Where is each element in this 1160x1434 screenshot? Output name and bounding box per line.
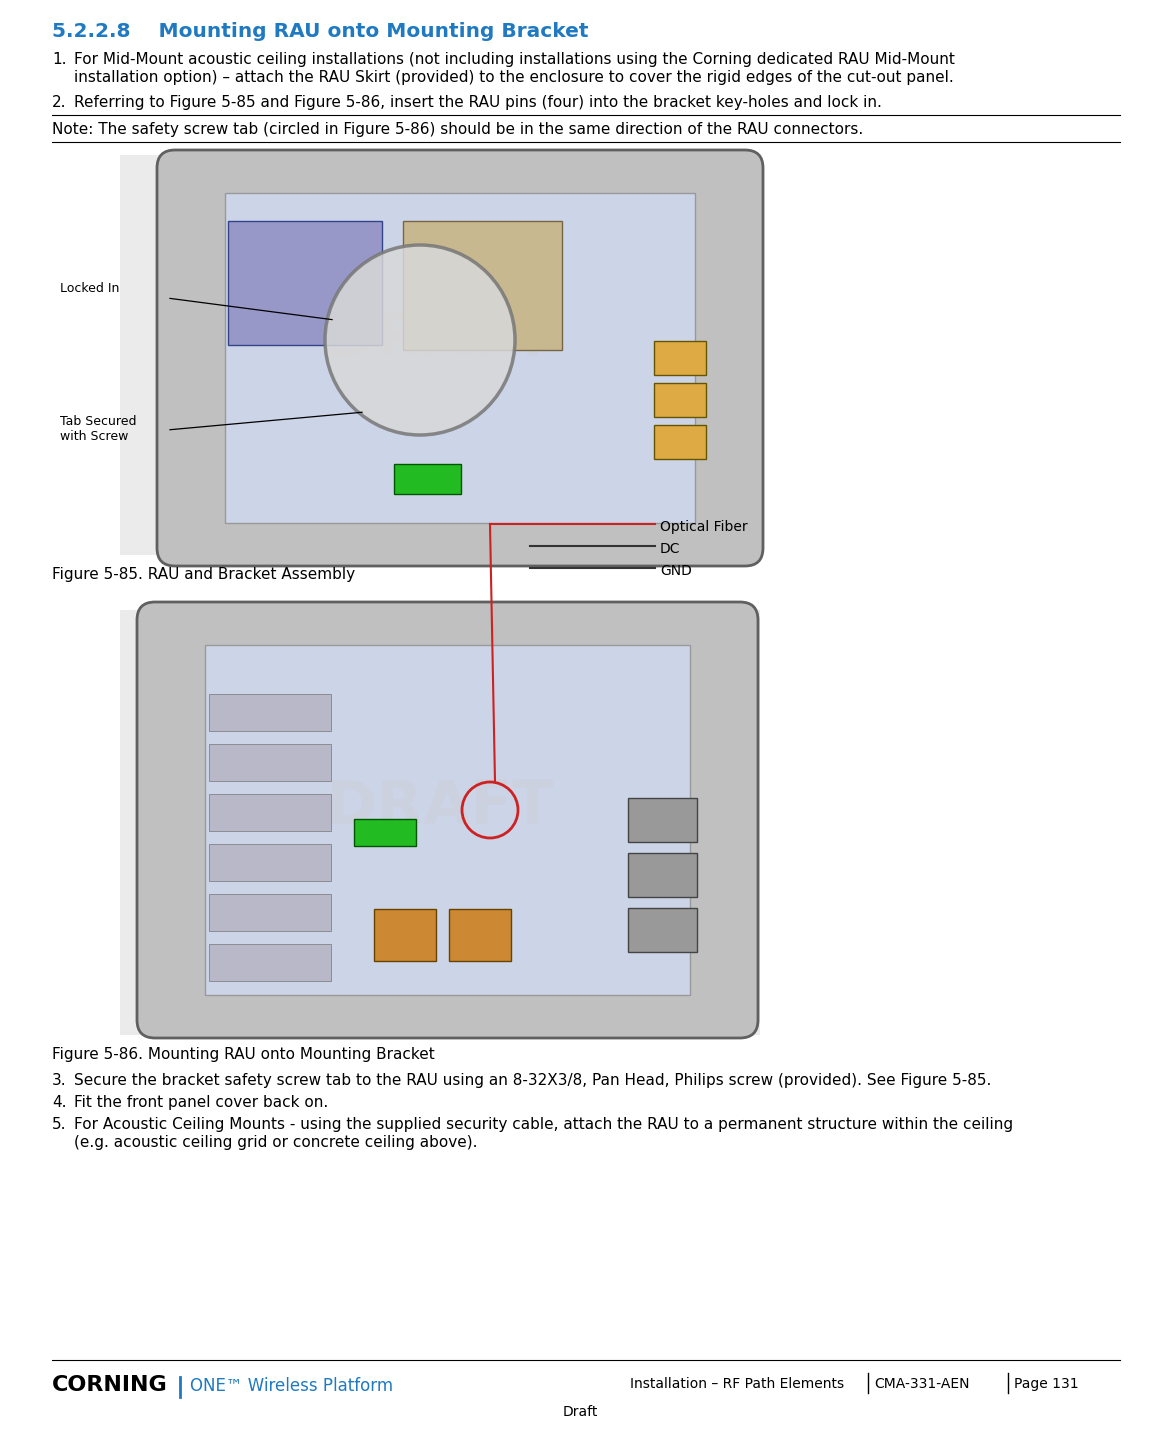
Text: ONE™ Wireless Platform: ONE™ Wireless Platform bbox=[190, 1377, 393, 1395]
FancyBboxPatch shape bbox=[209, 794, 331, 830]
FancyBboxPatch shape bbox=[157, 151, 763, 566]
FancyBboxPatch shape bbox=[119, 155, 760, 555]
Text: 3.: 3. bbox=[52, 1073, 66, 1088]
FancyBboxPatch shape bbox=[229, 221, 382, 346]
FancyBboxPatch shape bbox=[394, 465, 461, 493]
Text: Referring to Figure 5-85 and Figure 5-86, insert the RAU pins (four) into the br: Referring to Figure 5-85 and Figure 5-86… bbox=[74, 95, 882, 110]
Text: Figure 5-86. Mounting RAU onto Mounting Bracket: Figure 5-86. Mounting RAU onto Mounting … bbox=[52, 1047, 435, 1063]
FancyBboxPatch shape bbox=[654, 424, 706, 459]
FancyBboxPatch shape bbox=[209, 694, 331, 731]
Text: Installation – RF Path Elements: Installation – RF Path Elements bbox=[630, 1377, 844, 1391]
Text: For Acoustic Ceiling Mounts - using the supplied security cable, attach the RAU : For Acoustic Ceiling Mounts - using the … bbox=[74, 1117, 1013, 1131]
FancyBboxPatch shape bbox=[354, 819, 416, 846]
FancyBboxPatch shape bbox=[449, 909, 512, 961]
FancyBboxPatch shape bbox=[403, 221, 561, 350]
Text: For Mid-Mount acoustic ceiling installations (not including installations using : For Mid-Mount acoustic ceiling installat… bbox=[74, 52, 955, 67]
Text: DRAFT: DRAFT bbox=[326, 311, 554, 370]
Text: Locked In: Locked In bbox=[60, 282, 119, 295]
Text: installation option) – attach the RAU Skirt (provided) to the enclosure to cover: installation option) – attach the RAU Sk… bbox=[74, 70, 954, 85]
FancyBboxPatch shape bbox=[628, 797, 697, 842]
FancyBboxPatch shape bbox=[209, 944, 331, 981]
Text: 5.2.2.8    Mounting RAU onto Mounting Bracket: 5.2.2.8 Mounting RAU onto Mounting Brack… bbox=[52, 22, 588, 42]
Text: Tab Secured
with Screw: Tab Secured with Screw bbox=[60, 414, 137, 443]
FancyBboxPatch shape bbox=[209, 744, 331, 782]
Text: CMA-331-AEN: CMA-331-AEN bbox=[873, 1377, 970, 1391]
Text: GND: GND bbox=[660, 564, 691, 578]
FancyBboxPatch shape bbox=[628, 853, 697, 898]
Text: 4.: 4. bbox=[52, 1096, 66, 1110]
Text: 2.: 2. bbox=[52, 95, 66, 110]
FancyBboxPatch shape bbox=[119, 609, 760, 1035]
Text: Page 131: Page 131 bbox=[1014, 1377, 1079, 1391]
FancyBboxPatch shape bbox=[209, 893, 331, 931]
FancyBboxPatch shape bbox=[225, 194, 695, 523]
Text: CORNING: CORNING bbox=[52, 1375, 168, 1395]
Text: DRAFT: DRAFT bbox=[326, 779, 554, 837]
FancyBboxPatch shape bbox=[654, 383, 706, 417]
Text: Figure 5-85. RAU and Bracket Assembly: Figure 5-85. RAU and Bracket Assembly bbox=[52, 566, 355, 582]
FancyBboxPatch shape bbox=[374, 909, 436, 961]
Text: (e.g. acoustic ceiling grid or concrete ceiling above).: (e.g. acoustic ceiling grid or concrete … bbox=[74, 1134, 478, 1150]
Text: 5.: 5. bbox=[52, 1117, 66, 1131]
Text: Optical Fiber: Optical Fiber bbox=[660, 521, 748, 533]
FancyBboxPatch shape bbox=[209, 845, 331, 880]
Text: 1.: 1. bbox=[52, 52, 66, 67]
Text: Note: The safety screw tab (circled in Figure 5-86) should be in the same direct: Note: The safety screw tab (circled in F… bbox=[52, 122, 863, 138]
FancyBboxPatch shape bbox=[628, 908, 697, 952]
Text: DC: DC bbox=[660, 542, 681, 556]
Text: Fit the front panel cover back on.: Fit the front panel cover back on. bbox=[74, 1096, 328, 1110]
FancyBboxPatch shape bbox=[654, 341, 706, 376]
Text: Draft: Draft bbox=[563, 1405, 597, 1420]
Text: Secure the bracket safety screw tab to the RAU using an 8-32X3/8, Pan Head, Phil: Secure the bracket safety screw tab to t… bbox=[74, 1073, 992, 1088]
FancyBboxPatch shape bbox=[137, 602, 757, 1038]
FancyBboxPatch shape bbox=[205, 645, 690, 995]
Circle shape bbox=[325, 245, 515, 435]
